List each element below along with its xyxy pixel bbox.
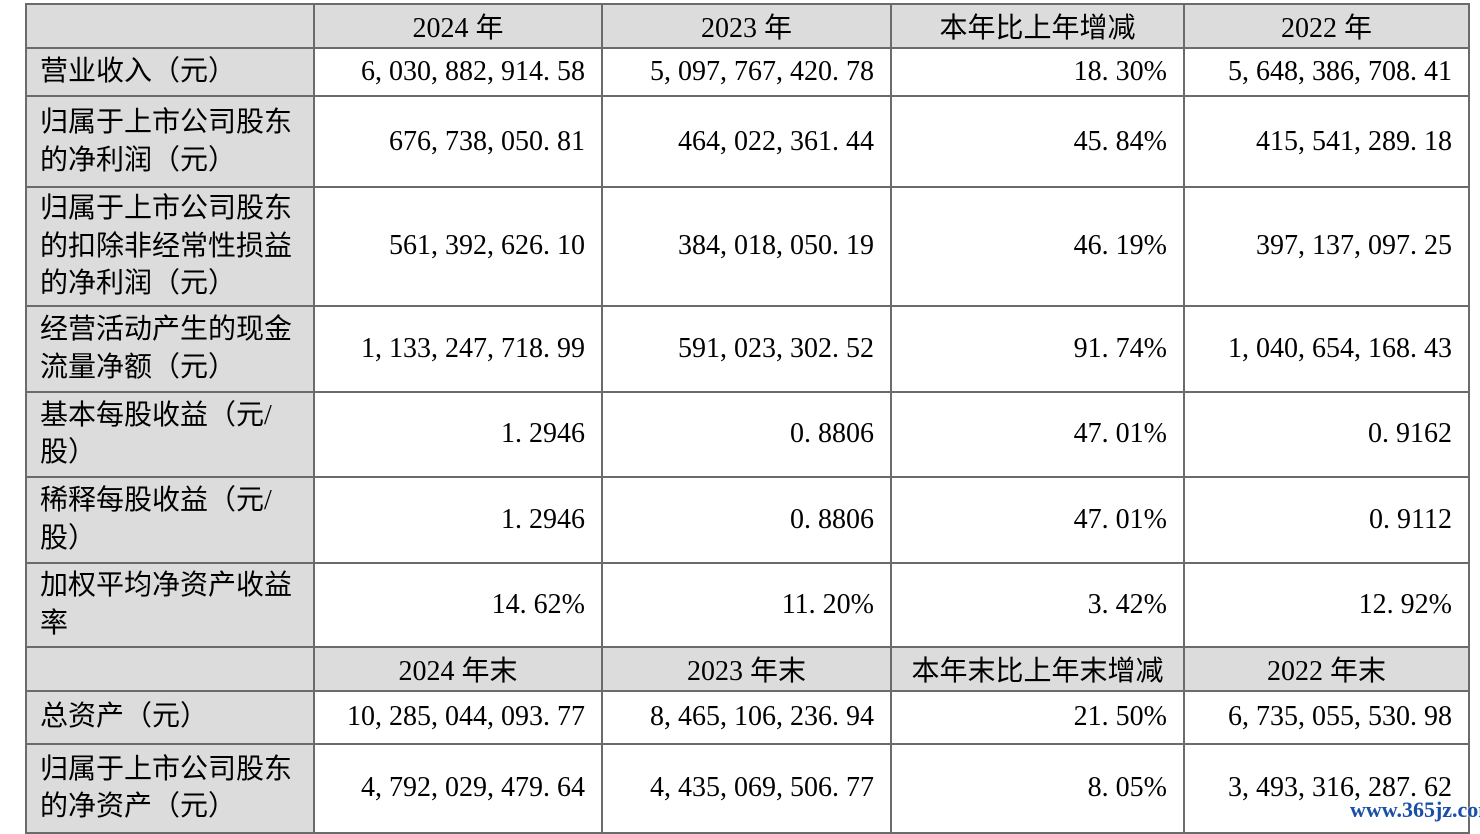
col-header-yoy-end-change: 本年末比上年末增减 bbox=[890, 645, 1185, 692]
value-2022: 6, 735, 055, 530. 98 bbox=[1183, 689, 1470, 745]
col-header-2023: 2023 年 bbox=[601, 3, 892, 49]
value-2024: 4, 792, 029, 479. 64 bbox=[313, 742, 603, 834]
value-2022: 0. 9112 bbox=[1183, 475, 1470, 564]
value-change: 46. 19% bbox=[890, 186, 1185, 307]
value-2022: 0. 9162 bbox=[1183, 390, 1470, 478]
corner-cell bbox=[25, 645, 315, 692]
col-header-2024-end: 2024 年末 bbox=[313, 645, 603, 692]
value-2024: 14. 62% bbox=[313, 561, 603, 648]
col-header-yoy-change: 本年比上年增减 bbox=[890, 3, 1185, 49]
value-2024: 1. 2946 bbox=[313, 475, 603, 564]
table-row-revenue: 营业收入（元） 6, 030, 882, 914. 58 5, 097, 767… bbox=[25, 47, 1470, 97]
table-row-weighted-avg-roe: 加权平均净资产收益率 14. 62% 11. 20% 3. 42% 12. 92… bbox=[25, 561, 1470, 648]
row-label: 稀释每股收益（元/股） bbox=[25, 475, 315, 564]
value-2024: 1. 2946 bbox=[313, 390, 603, 478]
period-end-header-row: 2024 年末 2023 年末 本年末比上年末增减 2022 年末 bbox=[25, 645, 1470, 692]
value-2022: 3, 493, 316, 287. 62 bbox=[1183, 742, 1470, 834]
value-change: 21. 50% bbox=[890, 689, 1185, 745]
row-label: 归属于上市公司股东的扣除非经常性损益的净利润（元） bbox=[25, 186, 315, 307]
value-2022: 5, 648, 386, 708. 41 bbox=[1183, 47, 1470, 97]
value-2024: 1, 133, 247, 718. 99 bbox=[313, 304, 603, 393]
value-change: 18. 30% bbox=[890, 47, 1185, 97]
value-change: 45. 84% bbox=[890, 95, 1185, 188]
table-row-net-profit: 归属于上市公司股东的净利润（元） 676, 738, 050. 81 464, … bbox=[25, 95, 1470, 188]
value-2024: 676, 738, 050. 81 bbox=[313, 95, 603, 188]
financial-summary-table: 2024 年 2023 年 本年比上年增减 2022 年 营业收入（元） 6, … bbox=[25, 3, 1470, 834]
col-header-2022-end: 2022 年末 bbox=[1183, 645, 1470, 692]
row-label: 经营活动产生的现金流量净额（元） bbox=[25, 304, 315, 393]
value-2023: 591, 023, 302. 52 bbox=[601, 304, 892, 393]
table-row-total-assets: 总资产（元） 10, 285, 044, 093. 77 8, 465, 106… bbox=[25, 689, 1470, 745]
value-2023: 0. 8806 bbox=[601, 390, 892, 478]
row-label: 营业收入（元） bbox=[25, 47, 315, 97]
value-change: 47. 01% bbox=[890, 475, 1185, 564]
value-change: 8. 05% bbox=[890, 742, 1185, 834]
corner-cell bbox=[25, 3, 315, 49]
value-2022: 12. 92% bbox=[1183, 561, 1470, 648]
value-2023: 464, 022, 361. 44 bbox=[601, 95, 892, 188]
table-row-operating-cash-flow: 经营活动产生的现金流量净额（元） 1, 133, 247, 718. 99 59… bbox=[25, 304, 1470, 393]
row-label: 归属于上市公司股东的净资产（元） bbox=[25, 742, 315, 834]
value-2023: 384, 018, 050. 19 bbox=[601, 186, 892, 307]
value-2024: 561, 392, 626. 10 bbox=[313, 186, 603, 307]
value-2023: 4, 435, 069, 506. 77 bbox=[601, 742, 892, 834]
table-row-net-assets: 归属于上市公司股东的净资产（元） 4, 792, 029, 479. 64 4,… bbox=[25, 742, 1470, 834]
value-2023: 11. 20% bbox=[601, 561, 892, 648]
value-change: 47. 01% bbox=[890, 390, 1185, 478]
value-change: 3. 42% bbox=[890, 561, 1185, 648]
period-header-row: 2024 年 2023 年 本年比上年增减 2022 年 bbox=[25, 3, 1470, 49]
value-2023: 5, 097, 767, 420. 78 bbox=[601, 47, 892, 97]
row-label: 总资产（元） bbox=[25, 689, 315, 745]
row-label: 基本每股收益（元/股） bbox=[25, 390, 315, 478]
row-label: 归属于上市公司股东的净利润（元） bbox=[25, 95, 315, 188]
value-2023: 8, 465, 106, 236. 94 bbox=[601, 689, 892, 745]
table-row-basic-eps: 基本每股收益（元/股） 1. 2946 0. 8806 47. 01% 0. 9… bbox=[25, 390, 1470, 478]
col-header-2024: 2024 年 bbox=[313, 3, 603, 49]
value-2022: 397, 137, 097. 25 bbox=[1183, 186, 1470, 307]
table-row-net-profit-excl-nonrecurring: 归属于上市公司股东的扣除非经常性损益的净利润（元） 561, 392, 626.… bbox=[25, 186, 1470, 307]
value-2024: 10, 285, 044, 093. 77 bbox=[313, 689, 603, 745]
row-label: 加权平均净资产收益率 bbox=[25, 561, 315, 648]
value-2024: 6, 030, 882, 914. 58 bbox=[313, 47, 603, 97]
col-header-2023-end: 2023 年末 bbox=[601, 645, 892, 692]
site-watermark: www.365jz.com bbox=[1350, 797, 1480, 822]
value-2022: 415, 541, 289. 18 bbox=[1183, 95, 1470, 188]
value-2023: 0. 8806 bbox=[601, 475, 892, 564]
col-header-2022: 2022 年 bbox=[1183, 3, 1470, 49]
value-change: 91. 74% bbox=[890, 304, 1185, 393]
table-row-diluted-eps: 稀释每股收益（元/股） 1. 2946 0. 8806 47. 01% 0. 9… bbox=[25, 475, 1470, 564]
value-2022: 1, 040, 654, 168. 43 bbox=[1183, 304, 1470, 393]
